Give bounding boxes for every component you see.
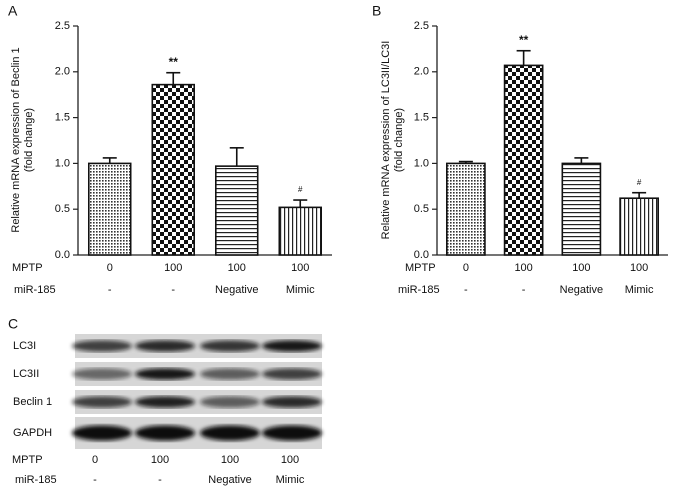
band-label: LC3II: [13, 368, 39, 380]
x-tick-label: -: [108, 284, 112, 296]
bar: [87, 162, 132, 256]
lane-label: -: [93, 474, 97, 486]
row-label: miR-185: [14, 284, 56, 296]
x-tick-label: 100: [514, 262, 532, 274]
y-tick-label: 1.5: [55, 112, 70, 124]
x-tick-label: Mimic: [625, 284, 654, 296]
y-tick-label: 2.5: [55, 20, 70, 32]
y-tick-label: 0.5: [55, 203, 70, 215]
y-tick-label: 2.5: [414, 20, 429, 32]
y-axis-label: Relative mRNA expression of LC3II/LC3I: [380, 41, 392, 240]
band: [262, 396, 322, 408]
bar: [214, 165, 259, 256]
band: [262, 425, 322, 441]
western-blot: C LC3I LC3II Beclin 1 GAPDH MPTP miR-185 0 - 100 -…: [8, 316, 322, 486]
row-label: MPTP: [405, 262, 436, 274]
y-tick-label: 1.5: [414, 112, 429, 124]
x-tick-label: 0: [107, 262, 113, 274]
bar: [561, 162, 602, 256]
band: [262, 368, 322, 380]
bar: [151, 83, 196, 256]
lane-label: -: [158, 474, 162, 486]
significance: **: [169, 55, 179, 69]
x-tick-label: 100: [630, 262, 648, 274]
x-tick-label: 0: [463, 262, 469, 274]
significance: **: [519, 33, 529, 47]
lane-label: 0: [92, 454, 98, 466]
band: [72, 340, 132, 352]
y-tick-label: 0.0: [55, 249, 70, 261]
lane-label: 100: [281, 454, 299, 466]
panel-label: B: [372, 3, 381, 19]
band-label: GAPDH: [13, 427, 52, 439]
y-axis-label: Relative mRNA expression of Beclin 1: [10, 47, 22, 232]
lane-label: Mimic: [276, 474, 305, 486]
error-bar: [632, 191, 647, 199]
y-tick-label: 0.5: [414, 203, 429, 215]
y-tick-label: 0.0: [414, 249, 429, 261]
y-axis-label: (fold change): [393, 108, 405, 172]
band: [262, 340, 322, 352]
row-label: miR-185: [398, 284, 440, 296]
panel-label: A: [8, 3, 18, 19]
x-tick-label: Negative: [215, 284, 258, 296]
x-tick-label: Mimic: [286, 284, 315, 296]
x-tick-label: 100: [228, 262, 246, 274]
error-bar: [574, 157, 589, 164]
x-tick-label: -: [171, 284, 175, 296]
band: [135, 425, 195, 441]
bar: [278, 206, 323, 256]
band: [200, 368, 260, 380]
error-bar: [102, 157, 117, 164]
bar: [446, 162, 486, 256]
band: [72, 425, 132, 441]
row-label: MPTP: [12, 454, 43, 466]
error-bar: [166, 71, 181, 85]
band: [135, 368, 195, 380]
significance: #: [637, 178, 642, 187]
row-label: miR-185: [15, 474, 57, 486]
y-tick-label: 1.0: [55, 157, 70, 169]
band: [200, 425, 260, 441]
y-tick-label: 2.0: [55, 66, 70, 78]
band-label: Beclin 1: [13, 396, 52, 408]
lane-label: Negative: [208, 474, 251, 486]
x-tick-label: 100: [164, 262, 182, 274]
error-bar: [293, 199, 308, 208]
y-tick-label: 2.0: [414, 66, 429, 78]
panel-label: C: [8, 316, 18, 332]
bar: [619, 197, 659, 256]
error-bar: [458, 160, 473, 164]
band: [200, 340, 260, 352]
significance: #: [298, 185, 303, 194]
band: [200, 396, 260, 408]
x-tick-label: Negative: [560, 284, 603, 296]
band: [72, 396, 132, 408]
lane-label: 100: [151, 454, 169, 466]
band-label: LC3I: [13, 340, 36, 352]
x-tick-label: 100: [291, 262, 309, 274]
lane-label: 100: [221, 454, 239, 466]
band: [72, 368, 132, 380]
bar: [503, 64, 544, 256]
x-tick-label: -: [464, 284, 468, 296]
x-tick-label: 100: [572, 262, 590, 274]
row-label: MPTP: [12, 262, 43, 274]
x-tick-label: -: [522, 284, 526, 296]
y-tick-label: 1.0: [414, 157, 429, 169]
band: [135, 396, 195, 408]
error-bar: [516, 49, 531, 66]
y-axis-label: (fold change): [23, 108, 35, 172]
error-bar: [229, 147, 244, 167]
band: [135, 340, 195, 352]
